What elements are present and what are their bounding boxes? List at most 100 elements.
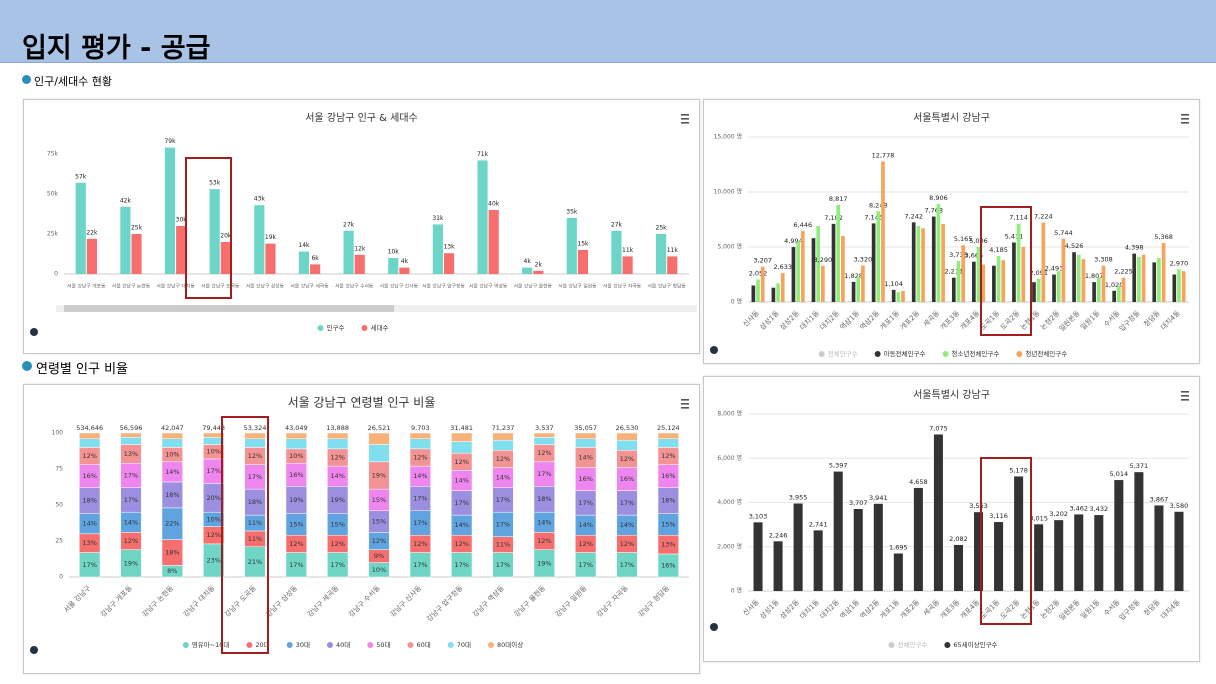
section-label: 인구/세대수 현황 — [34, 75, 113, 88]
legend-label: 인구수 — [327, 323, 345, 332]
bar — [791, 247, 796, 302]
bar-segment — [409, 438, 431, 450]
x-tick-label: 도곡2동 — [999, 598, 1022, 621]
legend-label: 30대 — [296, 641, 310, 649]
bar — [994, 522, 1004, 591]
x-tick-label: 대치2동 — [818, 597, 842, 621]
bar — [974, 512, 984, 591]
x-tick-label: 대치2동 — [818, 308, 842, 332]
bar — [120, 206, 131, 274]
menu-icon — [681, 114, 689, 116]
data-label: 9% — [374, 552, 384, 560]
bar — [298, 251, 310, 274]
bar — [265, 243, 276, 274]
data-label: 15% — [661, 520, 675, 528]
bar — [522, 267, 533, 274]
menu-icon — [1181, 118, 1189, 120]
header-bar — [0, 0, 1216, 63]
x-tick-label: 삼성1동 — [758, 308, 782, 332]
data-label: 12% — [124, 537, 138, 545]
x-tick-label: 개포4동 — [958, 308, 982, 332]
x-tick-label: 역삼2동 — [858, 308, 882, 332]
data-label: 7,224 — [1034, 213, 1053, 221]
legend-swatch — [246, 642, 253, 648]
data-label: 25k — [131, 225, 143, 232]
data-label: 19% — [124, 559, 138, 567]
data-label: 5,178 — [1009, 466, 1028, 474]
x-tick-label: 강남구 세곡동 — [305, 583, 341, 619]
bar — [816, 226, 820, 302]
bar — [1041, 222, 1046, 302]
bar — [776, 283, 780, 302]
data-label: 12% — [289, 540, 303, 548]
data-label: 17% — [620, 561, 634, 569]
bar — [796, 241, 800, 302]
bar — [176, 226, 187, 274]
total-label: 3,537 — [535, 424, 554, 432]
data-label: 12% — [413, 540, 427, 548]
data-label: 2,091 — [1029, 269, 1048, 277]
total-label: 43,049 — [285, 424, 308, 432]
legend-swatch — [407, 642, 414, 648]
bar — [773, 541, 783, 591]
bar — [1152, 262, 1157, 302]
data-label: 22k — [86, 229, 98, 236]
x-tick-label: 대치4동 — [1159, 308, 1183, 332]
y-tick-label: 0 — [59, 574, 63, 581]
bar — [751, 285, 756, 302]
data-label: 7,145 — [864, 213, 883, 221]
data-label: 1,020 — [1105, 281, 1124, 289]
legend-swatch — [944, 642, 951, 648]
data-label: 3,207 — [753, 257, 772, 265]
data-label: 17% — [289, 561, 303, 569]
bar — [1154, 505, 1164, 591]
data-label: 18% — [165, 549, 179, 557]
bar — [1096, 277, 1101, 302]
y-tick-label: 10,000 명 — [714, 188, 742, 196]
bar — [1076, 254, 1081, 302]
bar — [800, 231, 805, 302]
data-label: 11k — [667, 247, 679, 254]
data-label: 14% — [454, 477, 468, 485]
x-tick-label: 서울 강남구 일원동 — [558, 283, 597, 290]
legend: 영유아~10대 20대 30대 40대 50대 60대 70대 80대이상 — [182, 640, 523, 649]
data-label: 17% — [496, 561, 510, 569]
y-tick-label: 4,000 명 — [717, 498, 742, 506]
y-tick-label: 100 — [52, 430, 64, 437]
data-label: 7,768 — [924, 207, 943, 215]
bar — [893, 553, 903, 591]
total-label: 13,888 — [326, 424, 349, 432]
bar-segment — [575, 432, 597, 440]
bar — [1181, 271, 1186, 302]
bar — [254, 205, 265, 274]
bar-segment — [409, 432, 431, 440]
bar-segment — [451, 441, 473, 454]
data-label: 17% — [620, 499, 634, 507]
header-title: 입지 평가 - 공급 — [22, 33, 211, 64]
legend-swatch — [326, 642, 333, 648]
bar — [164, 147, 176, 274]
data-label: 16% — [661, 472, 675, 480]
section-label: 연령별 인구 비율 — [36, 362, 128, 377]
x-tick-label: 강남구 일원동 — [553, 583, 589, 619]
bar — [1177, 269, 1181, 302]
bar — [388, 258, 399, 274]
x-tick-label: 도곡1동 — [979, 309, 1002, 332]
data-label: 27k — [343, 221, 355, 228]
x-tick-label: 개포1동 — [878, 597, 902, 621]
x-tick-label: 압구정동 — [1117, 597, 1142, 622]
data-label: 3,290 — [814, 256, 833, 264]
data-label: 4,658 — [909, 478, 928, 486]
bar — [813, 530, 823, 591]
bar — [992, 265, 996, 302]
legend-label: 50대 — [376, 641, 390, 649]
menu-icon — [681, 407, 689, 409]
data-label: 3,432 — [1089, 505, 1108, 513]
bar-segment — [616, 439, 638, 451]
bar — [911, 222, 916, 302]
bar — [566, 218, 577, 274]
bar-segment — [244, 432, 266, 440]
legend: 인구수 세대수 — [317, 323, 388, 332]
bar — [1134, 472, 1144, 591]
bar — [811, 238, 816, 302]
